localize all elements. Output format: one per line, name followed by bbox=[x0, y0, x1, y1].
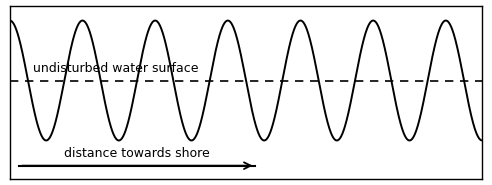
Text: distance towards shore: distance towards shore bbox=[64, 147, 210, 160]
Text: undisturbed water surface: undisturbed water surface bbox=[33, 61, 199, 75]
